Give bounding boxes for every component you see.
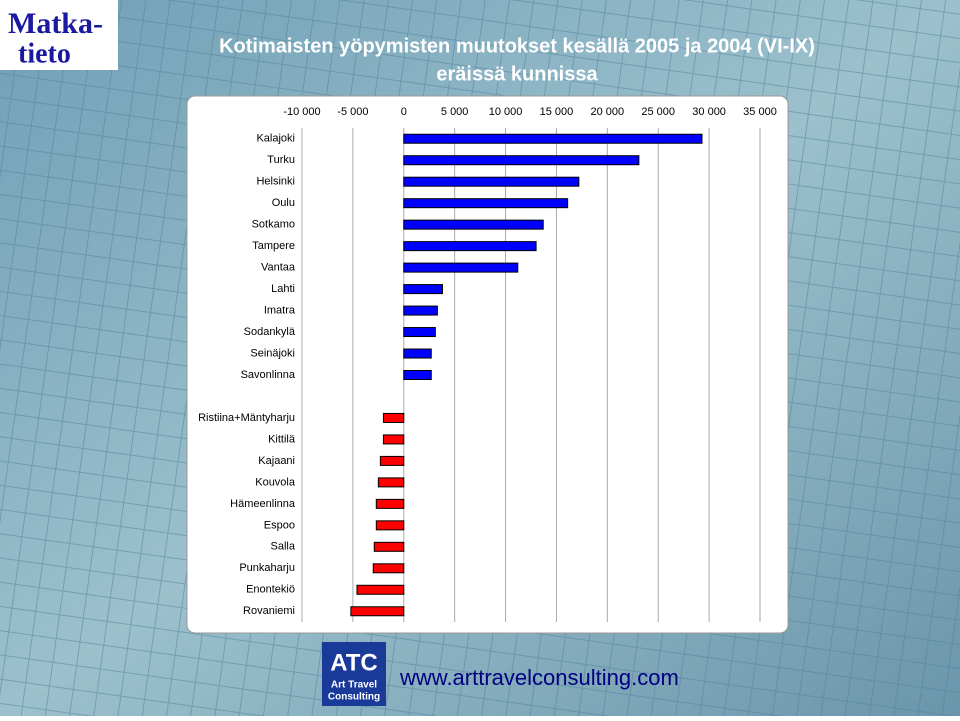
bar xyxy=(403,219,544,230)
x-tick-label: 20 000 xyxy=(591,106,625,118)
y-tick-label: Espoo xyxy=(264,519,295,531)
bar xyxy=(403,133,703,144)
x-tick-label: 25 000 xyxy=(641,106,675,118)
bar xyxy=(379,455,405,466)
bar xyxy=(350,606,405,617)
x-tick-label: 35 000 xyxy=(743,106,777,118)
y-tick-label: Ristiina+Mäntyharju xyxy=(198,412,295,424)
x-tick-label: 0 xyxy=(401,106,407,118)
bar xyxy=(403,327,436,338)
y-tick-label: Hämeenlinna xyxy=(230,498,296,510)
badge-text: ATC xyxy=(330,649,378,676)
chart-title: Kotimaisten yöpymisten muutokset kesällä… xyxy=(219,35,815,57)
bar xyxy=(403,241,537,252)
y-tick-label: Salla xyxy=(271,541,296,553)
y-tick-label: Tampere xyxy=(252,240,295,252)
bar xyxy=(403,370,432,380)
logo-text: tieto xyxy=(18,38,71,69)
bar xyxy=(382,412,405,423)
x-tick-label: 15 000 xyxy=(540,106,574,118)
bar xyxy=(403,305,438,316)
bar xyxy=(403,262,519,273)
y-tick-label: Kittilä xyxy=(268,433,296,445)
logo-text: Matka- xyxy=(8,7,103,40)
bar xyxy=(403,198,569,209)
y-tick-label: Kajaani xyxy=(258,455,295,467)
url: www.arttravelconsulting.com xyxy=(399,665,679,690)
bar xyxy=(375,520,405,531)
x-tick-label: 30 000 xyxy=(692,106,726,118)
y-tick-label: Imatra xyxy=(264,304,296,316)
x-tick-label: -5 000 xyxy=(337,106,368,118)
plot-area xyxy=(302,128,760,622)
bar xyxy=(373,541,405,552)
bar xyxy=(372,563,405,574)
bar xyxy=(403,176,580,187)
bar xyxy=(403,155,640,166)
bar xyxy=(403,348,432,359)
x-tick-label: 10 000 xyxy=(489,106,523,118)
y-tick-label: Punkaharju xyxy=(239,562,295,574)
y-tick-label: Vantaa xyxy=(261,262,296,274)
y-tick-label: Helsinki xyxy=(256,176,295,188)
badge-text: Consulting xyxy=(328,692,380,703)
y-tick-label: Savonlinna xyxy=(241,369,296,381)
bar xyxy=(375,498,405,509)
y-tick-label: Sotkamo xyxy=(252,219,295,231)
chart-subtitle: eräissä kunnissa xyxy=(436,63,598,85)
y-tick-label: Kalajoki xyxy=(256,133,295,145)
y-tick-label: Lahti xyxy=(271,283,295,295)
x-tick-label: 5 000 xyxy=(441,106,469,118)
bar xyxy=(403,284,443,295)
logo-box xyxy=(0,0,118,70)
bar xyxy=(377,477,405,488)
y-tick-label: Sodankylä xyxy=(244,326,296,338)
y-tick-label: Rovaniemi xyxy=(243,605,295,617)
y-tick-label: Oulu xyxy=(272,197,295,209)
y-tick-label: Seinäjoki xyxy=(250,347,295,359)
bar xyxy=(382,434,405,445)
plot: -10 000 -5 000 0 5 000 10 000 15 000 20 000 25 … xyxy=(198,106,777,622)
x-tick-label: -10 000 xyxy=(283,106,320,118)
y-tick-label: Enontekiö xyxy=(246,584,295,596)
badge-text: Art Travel xyxy=(331,680,377,691)
atc-badge xyxy=(322,642,386,706)
y-tick-label: Turku xyxy=(267,154,295,166)
bar xyxy=(356,584,405,595)
y-tick-label: Kouvola xyxy=(255,476,296,488)
